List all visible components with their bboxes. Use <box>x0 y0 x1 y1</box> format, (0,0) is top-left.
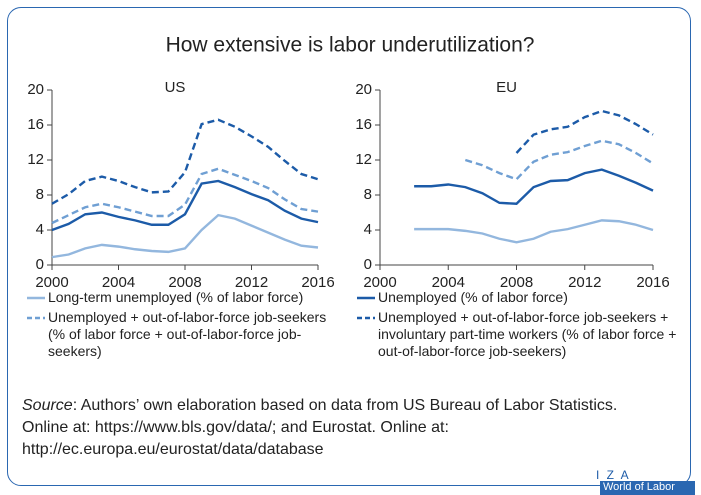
series-line <box>51 179 319 232</box>
legend-label: Unemployed + out-of-labor-force job-seek… <box>48 309 327 359</box>
y-tick-label: 12 <box>355 151 372 168</box>
source-label: Source <box>22 397 73 414</box>
logo-text: World of Labor <box>600 481 695 495</box>
legend-entry: Unemployed (% of labor force) <box>356 289 696 306</box>
y-tick-label: 16 <box>355 116 372 133</box>
source: Source: Authors’ own elaboration based o… <box>22 395 642 461</box>
x-tick-label: 2016 <box>301 274 334 291</box>
x-tick-label: 2000 <box>35 274 68 291</box>
logo-mark: I Z A <box>596 468 631 482</box>
series-line <box>51 167 319 225</box>
frame <box>7 7 691 486</box>
x-tick-label: 2016 <box>636 274 669 291</box>
y-tick-label: 20 <box>355 81 372 98</box>
source-text: : Authors’ own elaboration based on data… <box>22 397 618 458</box>
y-tick-label: 12 <box>27 151 44 168</box>
legend-entry: Unemployed + out-of-labor-force job-seek… <box>26 309 346 360</box>
panel-title: EU <box>496 79 517 96</box>
legend-label: Unemployed (% of labor force) <box>378 289 568 305</box>
x-tick-label: 2012 <box>568 274 601 291</box>
series-line <box>51 213 319 259</box>
x-tick-label: 2012 <box>235 274 268 291</box>
y-tick-label: 20 <box>27 81 44 98</box>
y-tick-label: 0 <box>36 256 44 273</box>
y-tick-label: 8 <box>36 186 44 203</box>
legend-label: Unemployed + out-of-labor-force job-seek… <box>378 309 677 359</box>
legend-swatch <box>27 296 45 300</box>
series-line <box>464 139 654 181</box>
y-tick-label: 0 <box>364 256 372 273</box>
panel-title: US <box>165 79 186 96</box>
series-line <box>414 219 654 244</box>
y-tick-label: 8 <box>364 186 372 203</box>
legend-entry: Long-term unemployed (% of labor force) <box>26 289 346 306</box>
x-tick-label: 2004 <box>432 274 465 291</box>
legend-swatch <box>357 296 375 300</box>
x-tick-label: 2008 <box>168 274 201 291</box>
y-tick-label: 16 <box>27 116 44 133</box>
y-tick-label: 4 <box>36 221 44 238</box>
series-line <box>414 168 654 205</box>
legend-label: Long-term unemployed (% of labor force) <box>48 289 304 305</box>
legend-swatch <box>357 316 375 320</box>
series-line <box>51 118 319 205</box>
legend-entry: Unemployed + out-of-labor-force job-seek… <box>356 309 696 360</box>
x-tick-label: 2000 <box>363 274 396 291</box>
y-tick-label: 4 <box>364 221 372 238</box>
chart-title: How extensive is labor underutilization? <box>166 34 535 57</box>
x-tick-label: 2008 <box>500 274 533 291</box>
legend-swatch <box>27 316 45 320</box>
series-line <box>515 109 654 154</box>
x-tick-label: 2004 <box>102 274 135 291</box>
